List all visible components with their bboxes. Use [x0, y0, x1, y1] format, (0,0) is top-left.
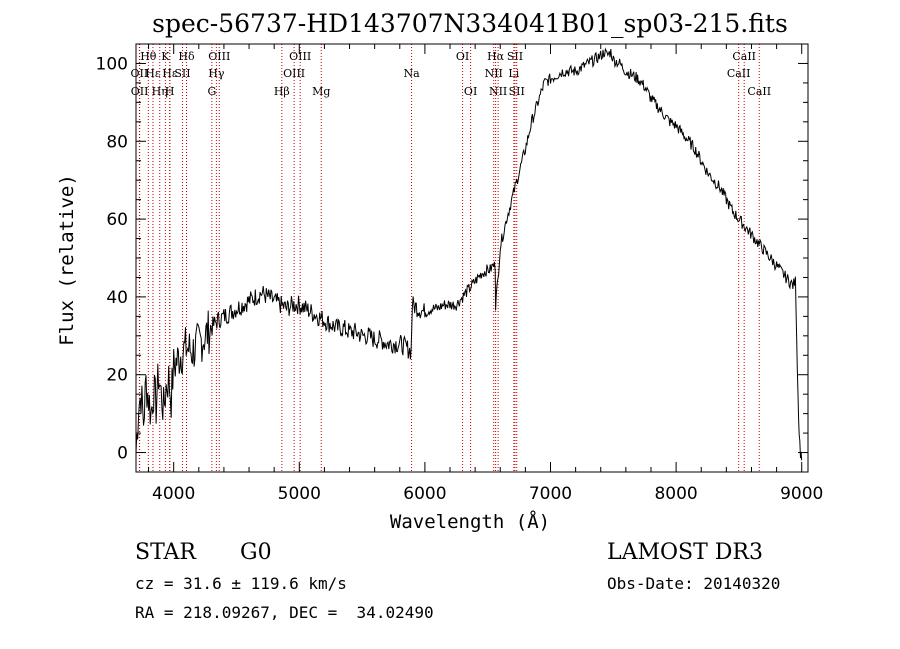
marker-label: OI	[456, 50, 469, 63]
marker-label: CaII	[727, 67, 751, 80]
plot-frame	[135, 43, 809, 473]
x-tick-label: 5000	[278, 484, 321, 504]
marker-label: Hδ	[178, 50, 195, 63]
marker-label: OIII	[289, 50, 311, 63]
marker-label: K	[161, 50, 170, 63]
marker-label: Hθ	[140, 50, 157, 63]
object-subclass: G0	[240, 540, 272, 565]
marker-label: OII	[131, 85, 149, 98]
marker-label: OI	[464, 85, 477, 98]
redshift-text: cz = 31.6 ± 119.6 km/s	[135, 574, 347, 593]
marker-label: Hγ	[208, 67, 225, 80]
obs-date-text: Obs-Date: 20140320	[607, 574, 781, 593]
marker-label: Hα	[487, 50, 505, 63]
object-class: STAR	[135, 540, 196, 565]
marker-label: OIII	[283, 67, 305, 80]
marker-label: G	[207, 85, 216, 98]
y-axis: 0 20 40 60 80 100	[96, 43, 808, 473]
marker-label: OIII	[208, 50, 230, 63]
marker-label: OII	[131, 67, 149, 80]
marker-label: NII	[485, 67, 503, 80]
x-tick-label: 8000	[654, 484, 697, 504]
marker-label: Na	[403, 67, 420, 80]
marker-label: SII	[509, 85, 525, 98]
marker-label: Hβ	[274, 85, 290, 98]
x-axis: 4000 5000 6000 7000 8000 9000	[148, 44, 823, 504]
x-axis-label: Wavelength (Å)	[390, 510, 550, 533]
plot-area	[135, 47, 803, 461]
y-tick-label: 80	[106, 132, 128, 152]
y-tick-label: 40	[106, 288, 128, 308]
marker-label: Hε	[145, 67, 161, 80]
marker-label: SII	[507, 50, 523, 63]
chart-title: spec-56737-HD143707N334041B01_sp03-215.f…	[152, 9, 788, 38]
y-tick-label: 60	[106, 210, 128, 230]
marker-label: Hε	[162, 67, 178, 80]
marker-label: NII	[489, 85, 507, 98]
y-axis-label: Flux (relative)	[56, 174, 78, 346]
spectrum-chart: spec-56737-HD143707N334041B01_sp03-215.f…	[56, 9, 823, 533]
y-tick-label: 0	[117, 444, 128, 464]
marker-label: CaII	[747, 85, 771, 98]
marker-label: SII	[174, 67, 190, 80]
flux-series-line	[135, 47, 803, 461]
x-tick-label: 6000	[403, 484, 446, 504]
y-tick-label: 100	[96, 54, 128, 74]
coords-text: RA = 218.09267, DEC = 34.02490	[135, 603, 434, 622]
marker-label: Mg	[312, 85, 330, 98]
x-tick-label: 4000	[152, 484, 195, 504]
survey-name: LAMOST DR3	[607, 540, 763, 565]
marker-label: Hη	[152, 85, 168, 98]
y-tick-label: 20	[106, 366, 128, 386]
marker-label: Li	[508, 67, 519, 80]
marker-label: H	[165, 85, 175, 98]
marker-label: CaII	[732, 50, 756, 63]
x-tick-label: 9000	[780, 484, 823, 504]
x-tick-label: 7000	[529, 484, 572, 504]
